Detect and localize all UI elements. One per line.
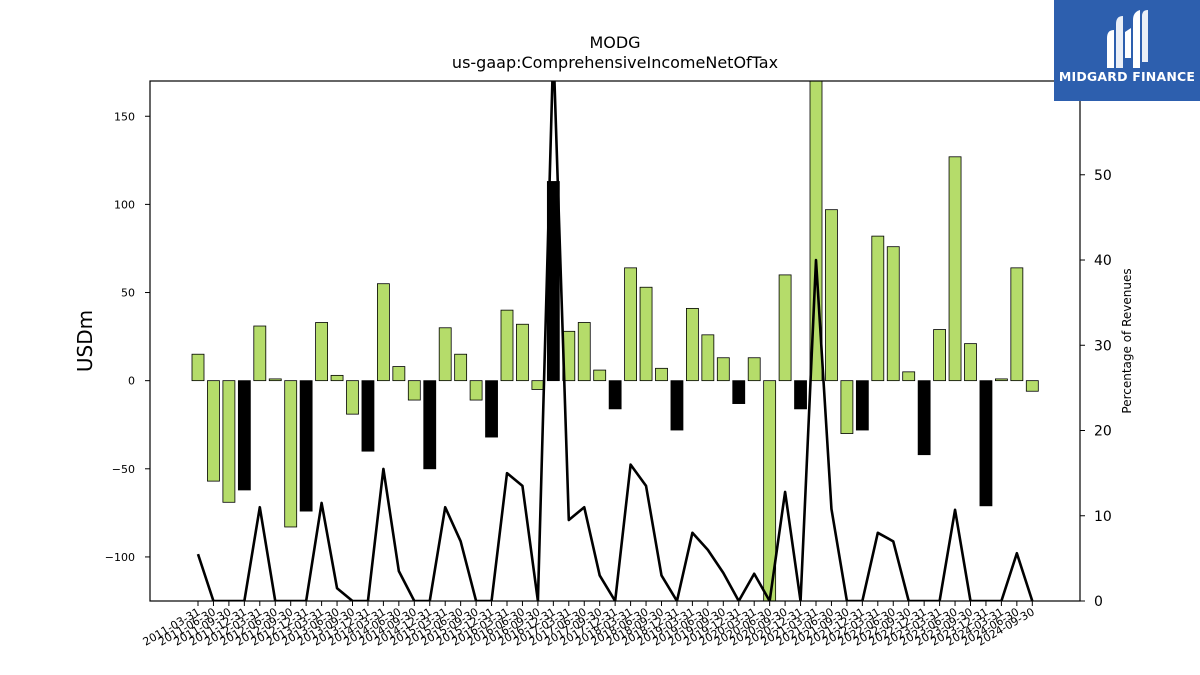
bar-2021-09-30 <box>840 380 854 434</box>
bar-2023-03-31 <box>933 329 946 382</box>
bar-2011-12-31 <box>237 380 251 491</box>
bar-2011-06-30 <box>207 380 220 482</box>
bar-2024-03-31 <box>995 378 1008 382</box>
bar-2017-09-30 <box>593 369 607 382</box>
y-tick-label: −100 <box>105 551 135 564</box>
bar-2013-06-30 <box>330 374 344 382</box>
bar-2020-12-31 <box>794 380 807 410</box>
bar-2019-06-30 <box>701 334 715 382</box>
bar-2023-06-30 <box>948 156 962 382</box>
bar-2018-06-30 <box>639 286 653 382</box>
bar-2019-09-30 <box>716 357 730 382</box>
bar-2016-09-30 <box>531 380 545 390</box>
bar-2019-12-31 <box>732 380 746 404</box>
bar-2014-09-30 <box>407 380 421 401</box>
bar-2020-09-30 <box>778 274 792 382</box>
bar-2012-03-31 <box>253 325 267 382</box>
bar-2018-03-31 <box>624 267 637 382</box>
bar-2012-12-31 <box>299 380 313 512</box>
line-group <box>196 81 1034 601</box>
bar-2014-03-31 <box>376 283 390 382</box>
bar-2020-06-30 <box>763 380 777 601</box>
y-tick-label: −50 <box>112 463 135 476</box>
bar-2019-03-31 <box>686 307 699 382</box>
bar-2022-12-31 <box>917 380 931 456</box>
bar-2016-06-30 <box>516 323 529 382</box>
y2-axis-label: Percentage of Revenues <box>1120 268 1134 413</box>
bar-2017-12-31 <box>608 380 622 410</box>
y-tick-label: 0 <box>128 375 135 388</box>
bar-2015-09-30 <box>469 380 483 401</box>
logo: MIDGARD FINANCE <box>1054 0 1200 101</box>
y2-tick-label: 0 <box>1094 594 1103 610</box>
bar-2012-06-30 <box>268 378 282 382</box>
y-tick-label: 150 <box>114 110 135 123</box>
y2-tick-label: 40 <box>1094 253 1112 269</box>
y2-tick-label: 10 <box>1094 509 1112 525</box>
bar-2022-06-30 <box>886 246 900 382</box>
y-axis-label: USDm <box>73 310 97 372</box>
bar-2018-09-30 <box>655 367 668 382</box>
bar-2012-09-30 <box>284 380 298 528</box>
chart-subtitle: us-gaap:ComprehensiveIncomeNetOfTax <box>452 53 778 72</box>
bar-2024-06-30 <box>1010 267 1024 382</box>
bars-group <box>191 81 1039 601</box>
bar-2024-09-30 <box>1025 380 1039 392</box>
bar-2020-03-31 <box>747 357 761 382</box>
bar-2018-12-31 <box>670 380 684 431</box>
bar-2014-12-31 <box>423 380 437 470</box>
bar-2022-03-31 <box>871 235 885 382</box>
chart-title: MODG <box>589 33 640 52</box>
bar-2014-06-30 <box>392 366 406 382</box>
bar-2013-12-31 <box>361 380 375 452</box>
bar-2011-03-31 <box>191 353 205 382</box>
bar-2017-06-30 <box>577 322 591 382</box>
bar-2023-09-30 <box>964 343 977 382</box>
bar-2021-12-31 <box>855 380 869 431</box>
logo-mark-icon <box>1107 10 1148 68</box>
bar-2021-06-30 <box>825 209 838 382</box>
bar-2015-03-31 <box>438 327 452 382</box>
bar-2022-09-30 <box>902 371 916 382</box>
y2-tick-label: 50 <box>1094 168 1112 184</box>
bar-2016-03-31 <box>500 309 514 382</box>
bar-2023-12-31 <box>979 380 993 507</box>
y-tick-label: 100 <box>114 198 135 211</box>
bar-2015-06-30 <box>454 353 468 382</box>
y-tick-label: 50 <box>121 287 135 300</box>
y2-tick-label: 30 <box>1094 338 1112 354</box>
axes-group: −100−50050100150010203040502011-03-31201… <box>105 80 1112 649</box>
bar-2013-03-31 <box>315 322 329 382</box>
logo-text: MIDGARD FINANCE <box>1058 69 1196 84</box>
bar-2013-09-30 <box>346 380 359 415</box>
line-percentage-of-revenues <box>196 81 1034 601</box>
y2-tick-label: 20 <box>1094 424 1112 440</box>
bar-2015-12-31 <box>485 380 498 438</box>
bar-2011-09-30 <box>222 380 236 503</box>
